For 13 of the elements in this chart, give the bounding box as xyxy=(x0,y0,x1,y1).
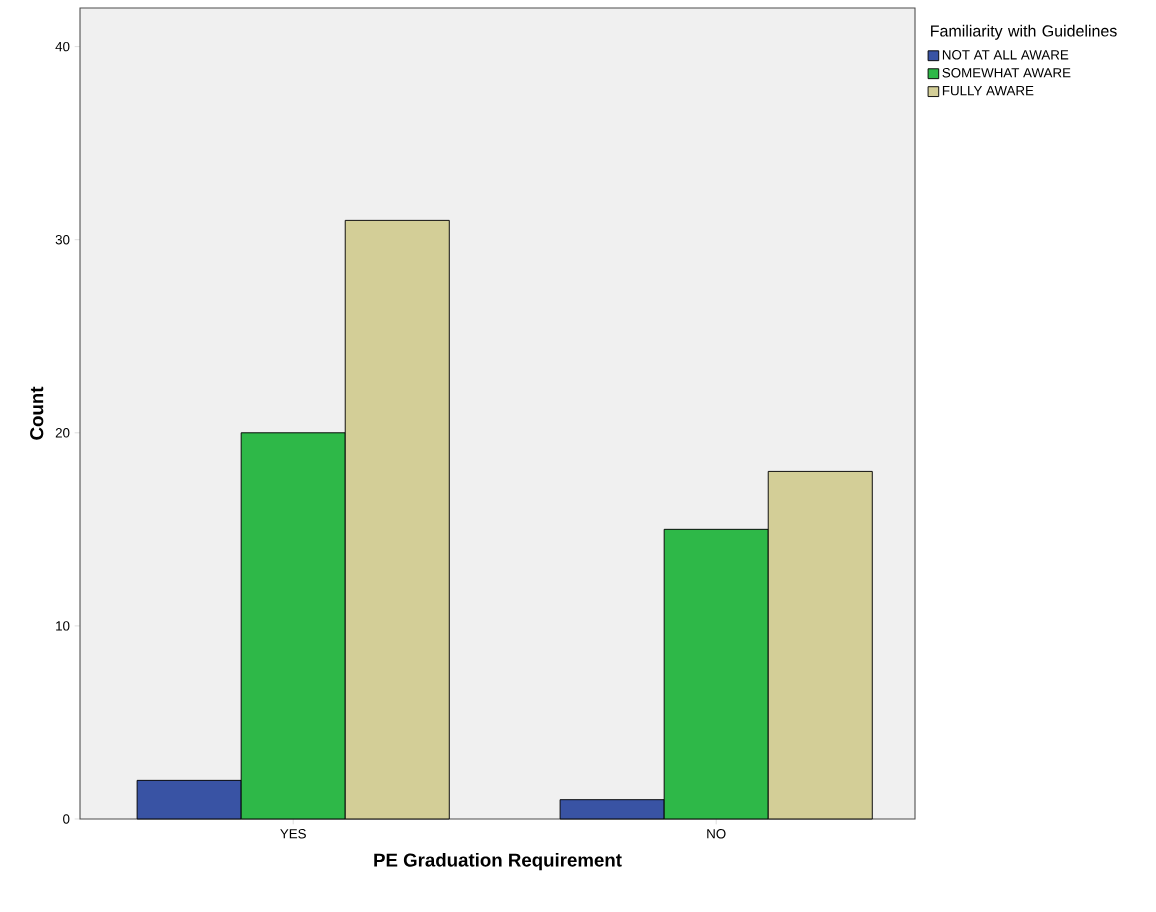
legend-label: SOMEWHAT AWARE xyxy=(942,68,1071,78)
legend-label: FULLY AWARE xyxy=(942,86,1034,96)
y-tick-label: 30 xyxy=(55,234,70,245)
legend-title: Familiarity with Guidelines xyxy=(931,24,1117,40)
y-tick-label: 20 xyxy=(55,428,70,438)
x-tick-label: YES xyxy=(280,829,306,839)
x-axis-title: PE Graduation Requirement xyxy=(374,852,622,871)
y-tick-label: 0 xyxy=(63,814,70,824)
y-tick-label: 40 xyxy=(55,41,70,52)
x-tick-label: NO xyxy=(707,829,726,839)
legend-label: NOT AT ALL AWARE xyxy=(942,50,1069,60)
y-tick-label: 10 xyxy=(56,621,70,631)
y-axis-title: Count xyxy=(30,386,44,440)
